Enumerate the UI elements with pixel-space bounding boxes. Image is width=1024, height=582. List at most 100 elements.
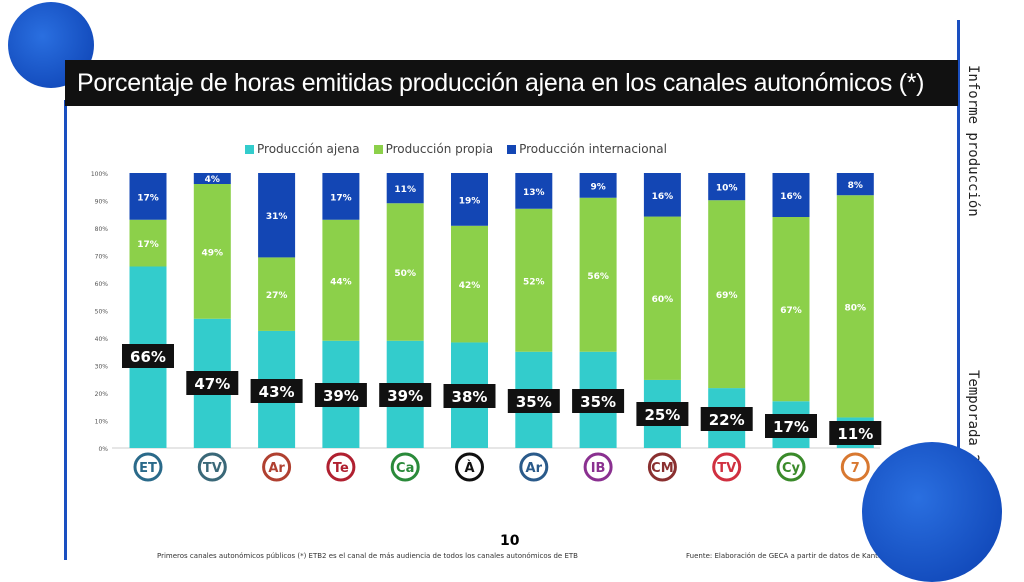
data-label: 43% [259,383,295,401]
legend-item: Producción ajena [245,142,360,156]
data-label: 17% [137,240,159,250]
category-label: TV [717,461,736,476]
data-label-box [443,384,496,408]
y-tick-label: 40% [95,336,109,343]
bar-segment-propia [322,219,360,341]
category-label: Cy [782,461,801,476]
category-label: CM [651,461,673,476]
data-label: 44% [330,277,352,287]
data-label-box [507,389,560,413]
data-label: 17% [137,193,159,203]
etb-logo [133,452,163,482]
bar-segment-internacional [193,173,231,184]
bar-segment-propia [643,216,681,380]
data-label-box [250,379,303,403]
apunt-logo [455,452,484,482]
data-label: 11% [394,185,416,195]
aragon-logo [262,452,292,482]
right-rule [957,20,960,560]
data-label-box [314,383,367,407]
category-label: 7 [851,461,860,476]
y-tick-label: 90% [95,199,109,206]
bar-segment-internacional [322,173,360,220]
legend-item: Producción propia [373,142,493,156]
category-label: Te [333,461,349,476]
legend: Producción ajena Producción propia Produ… [245,142,667,156]
data-label: 47% [194,375,230,393]
canal-sur-logo [390,452,420,482]
bar-segment-internacional [772,173,810,217]
data-label: 22% [709,411,745,429]
data-label: 38% [452,388,488,406]
y-tick-label: 50% [95,309,109,316]
y-tick-label: 20% [95,391,109,398]
data-label: 16% [652,192,674,202]
data-label: 35% [516,393,552,411]
data-label-box [765,414,817,438]
y-tick-label: 30% [95,364,109,371]
data-label: 13% [523,188,545,198]
bar-segment-internacional [579,173,617,198]
data-label: 49% [202,248,224,258]
category-label: TV [203,461,222,476]
bar-segment-propia [129,219,167,267]
data-label: 8% [848,181,863,191]
y-tick-label: 0% [98,446,108,453]
page-number: 10 [500,533,520,549]
side-label-report: Informe producción [965,65,981,217]
data-label: 16% [780,192,802,202]
bar-segment-propia [193,184,231,319]
data-label-box [122,344,174,368]
data-label: 69% [716,291,738,301]
bar-segment-propia [515,208,553,352]
bar-segment-internacional [451,173,488,226]
bar-segment-internacional [708,173,746,201]
footnote: Primeros canales autonómicos públicos (*… [157,552,578,560]
left-rule [64,100,67,560]
bar-segment-internacional [258,173,296,258]
bar-segment-propia [386,203,424,341]
data-label-box [636,402,689,426]
7rm-logo [840,452,870,482]
tvg-logo [197,452,227,482]
data-label: 4% [205,175,220,185]
bar-segment-propia [708,200,746,389]
decor-circle [862,442,1002,582]
data-label-box [379,383,432,407]
category-label: Ca [396,461,414,476]
bar-segment-propia [772,217,810,402]
bar-segment-internacional [643,173,681,217]
data-label: 80% [845,303,867,313]
y-tick-label: 80% [95,226,109,233]
telemadrid-logo [326,452,356,482]
bar-segment-internacional [386,173,424,204]
source-note: Fuente: Elaboración de GECA a partir de … [686,552,911,560]
legend-item: Producción internacional [507,142,667,156]
data-label: 52% [523,277,545,287]
data-label: 11% [837,425,873,443]
data-label: 42% [459,281,481,291]
data-label: 67% [780,306,802,316]
data-label: 19% [459,196,481,206]
category-label: À [464,460,474,476]
data-label: 66% [130,348,166,366]
data-label: 56% [587,272,609,282]
bar-segment-propia [451,225,488,343]
data-label-box [572,389,625,413]
cmm-logo [647,452,677,482]
tpa-logo [519,452,549,482]
y-tick-label: 100% [91,171,108,178]
bar-segment-propia [579,197,617,352]
data-label: 60% [652,295,674,305]
cyl-logo [776,452,806,482]
y-tick-label: 60% [95,281,109,288]
bar-segment-propia [836,195,874,418]
category-label: Ar [268,461,285,476]
slide-title: Porcentaje de horas emitidas producción … [65,60,958,106]
data-label-box [700,407,753,431]
y-tick-label: 70% [95,254,109,261]
bar-segment-internacional [129,173,167,220]
data-label: 50% [394,269,416,279]
data-label-box [829,421,882,445]
